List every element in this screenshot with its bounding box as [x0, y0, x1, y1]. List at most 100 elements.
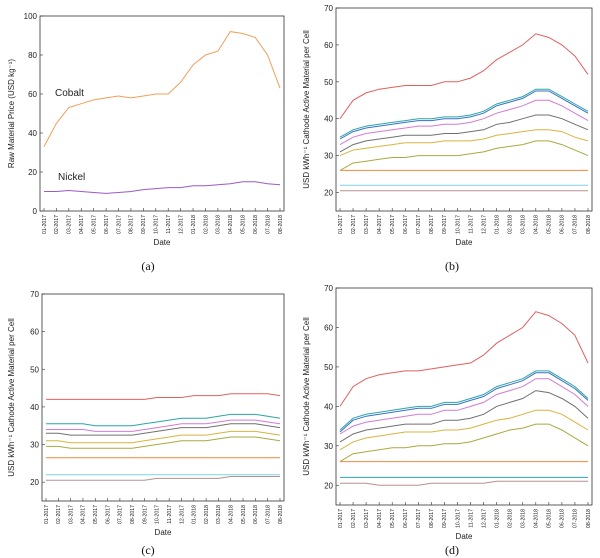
x-tick-label: 09-2017	[442, 215, 448, 234]
x-tick-label: 04-2018	[534, 215, 540, 234]
x-tick-label: 01-2018	[191, 215, 197, 234]
y-axis-label: USD kWh⁻¹ Cathode Active Material per Ce…	[302, 317, 311, 476]
x-tick-label: 10-2017	[154, 215, 160, 234]
panel-a: 0 20 40 60 80 100 01-2017 02-2017 03-2017 04-2017…	[7, 12, 285, 273]
series-line	[339, 88, 589, 138]
y-tick-label: 20	[324, 481, 333, 490]
y-tick-label: 40	[324, 402, 333, 411]
x-tick-label: 05-2017	[390, 215, 396, 234]
series-line	[46, 476, 280, 481]
x-tick-label: 03-2018	[521, 215, 527, 234]
series-line	[339, 99, 589, 146]
x-tick-label: 03-2017	[364, 509, 370, 528]
series-line	[46, 423, 281, 436]
x-tick-label: 08-2018	[586, 215, 592, 234]
x-tick-label: 08-2017	[429, 509, 435, 528]
series-line	[46, 419, 281, 432]
panel-c: 20 30 40 50 60 70 01-2017 02-2017 03-2017 04-2017…	[7, 290, 285, 557]
y-tick-label: 50	[324, 78, 333, 87]
series-line	[339, 90, 589, 140]
x-tick-label: 07-2017	[116, 215, 122, 234]
x-tick-label: 03-2017	[67, 215, 73, 234]
x-tick-label: 12-2017	[481, 509, 487, 528]
x-tick-label: 10-2017	[455, 215, 461, 234]
x-tick-label: 01-2017	[338, 509, 344, 528]
x-tick-label: 03-2017	[68, 505, 74, 524]
x-tick-label: 06-2018	[560, 509, 566, 528]
x-tick-label: 01-2018	[192, 505, 198, 524]
x-axis-label: Date	[456, 238, 473, 247]
y-tick-label: 30	[30, 441, 39, 450]
x-tick-label: 01-2017	[44, 505, 50, 524]
series-line	[339, 370, 589, 431]
x-tick-label: 02-2018	[204, 505, 210, 524]
y-tick-label: 30	[324, 152, 333, 161]
x-tick-label: 06-2018	[253, 215, 259, 234]
x-tick-label: 11-2017	[468, 509, 474, 528]
x-tick-label: 05-2018	[547, 509, 553, 528]
y-tick-label: 80	[28, 51, 37, 60]
x-tick-label: 02-2017	[54, 215, 60, 234]
x-tick-label: 09-2017	[142, 505, 148, 524]
y-tick-label: 60	[324, 323, 333, 332]
panel-b: 20 30 40 50 60 70 01-2017 02-2017 03-2017 04-2017…	[302, 4, 593, 273]
x-tick-label: 05-2018	[241, 505, 247, 524]
series-line	[46, 436, 281, 449]
x-tick-label: 08-2018	[278, 215, 284, 234]
series-line	[339, 372, 589, 433]
series-line	[339, 33, 589, 119]
x-tick-label: 07-2018	[573, 509, 579, 528]
series-label-nickel: Nickel	[58, 172, 85, 183]
y-tick-label: 60	[324, 41, 333, 50]
x-tick-label: 09-2017	[141, 215, 147, 234]
x-tick-label: 08-2018	[278, 505, 284, 524]
x-tick-label: 12-2017	[481, 215, 487, 234]
x-tick-label: 03-2018	[216, 215, 222, 234]
y-tick-label: 50	[30, 365, 39, 374]
x-tick-label: 10-2017	[155, 505, 161, 524]
y-axis-label: USD kWh⁻¹ Cathode Active Material per Ce…	[302, 30, 311, 189]
y-tick-label: 50	[324, 363, 333, 372]
panel-label: (a)	[141, 259, 154, 273]
series-label-cobalt: Cobalt	[55, 88, 84, 99]
x-tick-label: 05-2017	[390, 509, 396, 528]
x-tick-label: 01-2018	[494, 509, 500, 528]
x-tick-label: 04-2018	[229, 505, 235, 524]
series-line	[340, 480, 588, 486]
x-tick-label: 01-2017	[42, 215, 48, 234]
x-tick-label: 06-2017	[403, 215, 409, 234]
x-tick-label: 05-2018	[547, 215, 553, 234]
x-tick-label: 08-2017	[129, 215, 135, 234]
x-tick-label: 02-2018	[203, 215, 209, 234]
y-tick-label: 30	[324, 442, 333, 451]
y-tick-label: 60	[30, 328, 39, 337]
x-tick-label: 03-2018	[521, 509, 527, 528]
y-tick-label: 70	[30, 290, 39, 299]
x-tick-label: 08-2017	[130, 505, 136, 524]
series-line	[339, 409, 589, 451]
x-tick-label: 10-2017	[455, 509, 461, 528]
x-tick-label: 08-2017	[429, 215, 435, 234]
x-tick-label: 05-2018	[241, 215, 247, 234]
x-tick-label: 02-2018	[507, 509, 513, 528]
y-axis-label: USD kWh⁻¹ Cathode Active Material per Ce…	[7, 318, 16, 477]
x-tick-label: 09-2017	[442, 509, 448, 528]
y-tick-label: 60	[28, 90, 37, 99]
series-line	[44, 181, 281, 194]
x-tick-label: 03-2018	[216, 505, 222, 524]
y-tick-label: 40	[30, 403, 39, 412]
series-line	[339, 129, 589, 157]
y-tick-label: 40	[28, 129, 37, 138]
series-line	[339, 390, 589, 443]
series-line	[46, 393, 281, 400]
x-tick-label: 08-2018	[586, 509, 592, 528]
y-tick-label: 70	[324, 284, 333, 293]
y-tick-label: 100	[24, 12, 38, 21]
y-tick-label: 0	[33, 207, 38, 216]
panel-d: 20 30 40 50 60 70 01-2017 02-2017 03-2017 04-2017…	[302, 284, 593, 557]
y-tick-label: 70	[324, 4, 333, 13]
x-tick-label: 11-2017	[166, 215, 172, 234]
x-tick-label: 07-2017	[118, 505, 124, 524]
series-line	[339, 378, 589, 435]
